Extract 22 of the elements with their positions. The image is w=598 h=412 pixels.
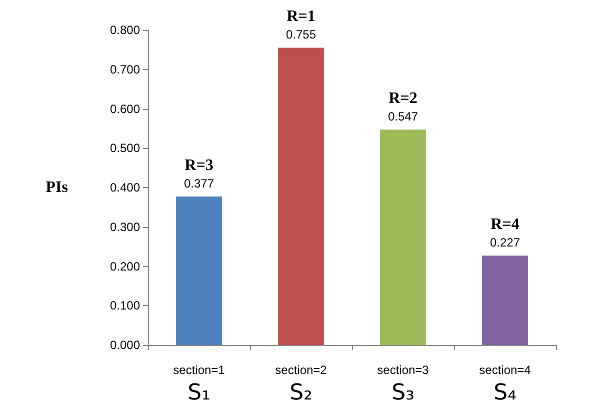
y-tick-label: 0.000 [110,338,140,352]
y-tick-label: 0.800 [110,23,140,37]
x-tick-label: section=2 S₂ [275,363,328,406]
y-tick-label: 0.200 [110,259,140,274]
y-axis-title: PIs [46,179,68,196]
bar [176,196,222,345]
x-tick-label: section=3 S₃ [377,363,430,406]
data-label: R=4 0.227 [490,216,520,250]
y-tick-label: 0.300 [110,220,140,234]
y-tick-label: 0.500 [110,141,140,156]
y-tick-label: 0.100 [110,298,140,313]
y-tick-label: 0.600 [110,102,140,116]
x-tick-label: section=1 S₁ [173,363,226,406]
bar [482,256,528,345]
bar [380,130,426,345]
data-label: R=1 0.755 [286,8,316,42]
y-tick-label: 0.700 [110,62,140,76]
bar [278,48,324,345]
data-label: R=2 0.547 [388,90,418,124]
x-tick-label: section=4 S₄ [479,363,532,406]
data-label: R=3 0.377 [184,157,214,191]
y-tick-label: 0.400 [110,180,140,194]
